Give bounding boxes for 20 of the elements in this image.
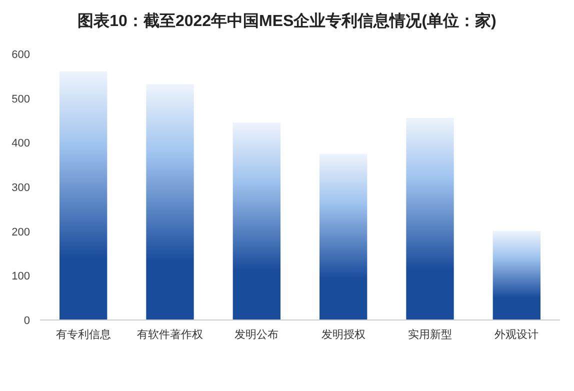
y-tick-label: 400 bbox=[12, 138, 30, 150]
bar bbox=[320, 154, 368, 320]
bar bbox=[406, 118, 454, 320]
x-tick-label: 外观设计 bbox=[494, 328, 539, 341]
y-tick-label: 600 bbox=[12, 49, 30, 61]
y-tick-label: 100 bbox=[12, 270, 30, 283]
x-tick-label: 实用新型 bbox=[408, 328, 452, 341]
x-tick-label: 有软件著作权 bbox=[137, 328, 203, 341]
bar bbox=[146, 84, 194, 320]
y-tick-label: 200 bbox=[12, 226, 30, 238]
bar bbox=[232, 122, 280, 320]
bar bbox=[492, 230, 540, 320]
x-tick-label: 发明授权 bbox=[321, 329, 366, 341]
y-tick-label: 500 bbox=[12, 93, 30, 106]
x-tick-label: 发明公布 bbox=[234, 329, 279, 341]
x-tick-label: 有专利信息 bbox=[56, 328, 111, 341]
chart-title: 图表10：截至2022年中国MES企业专利信息情况(单位：家) bbox=[78, 11, 496, 30]
bar bbox=[60, 71, 108, 320]
y-tick-label: 0 bbox=[24, 315, 30, 327]
y-tick-label: 300 bbox=[12, 182, 30, 194]
